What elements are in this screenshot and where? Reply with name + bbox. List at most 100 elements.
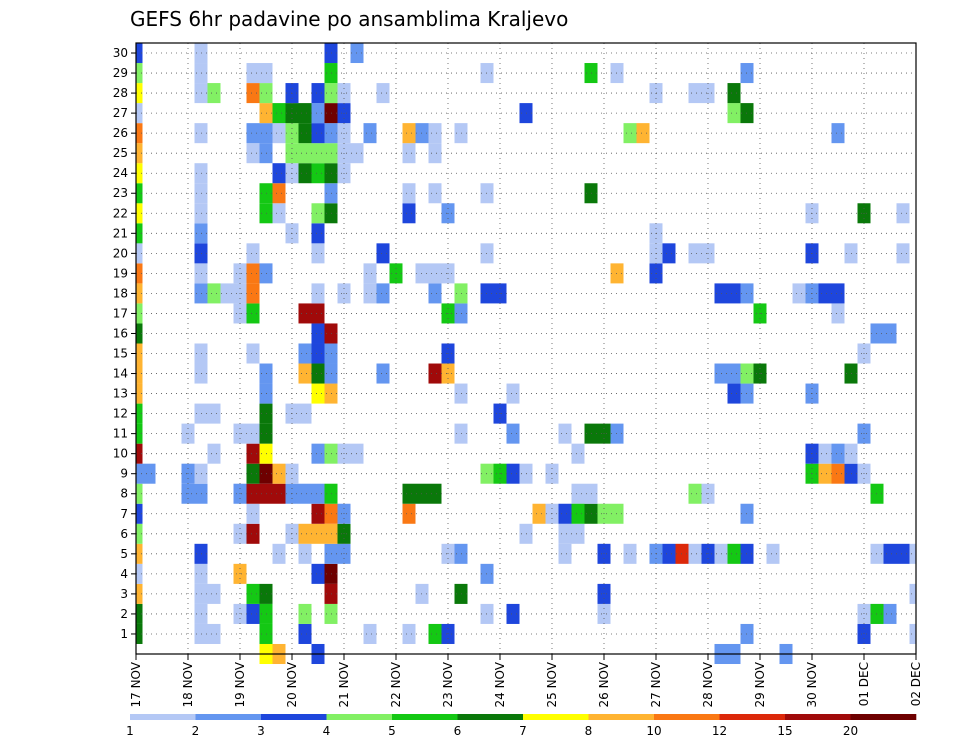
- x-tick-label: 25 NOV: [545, 661, 559, 707]
- precip-cell: [136, 163, 143, 184]
- precip-cell: [311, 103, 325, 124]
- precip-cell: [363, 123, 377, 144]
- y-tick-label: 23: [113, 186, 128, 200]
- precip-cell: [688, 543, 702, 564]
- x-tick-label: 23 NOV: [441, 661, 455, 707]
- precip-cell: [688, 83, 702, 104]
- precip-cell: [136, 223, 143, 244]
- precip-cell: [246, 83, 260, 104]
- precip-cell: [311, 283, 325, 304]
- y-tick-label: 25: [113, 146, 128, 160]
- y-tick-label: 6: [120, 527, 128, 541]
- precip-cell: [246, 583, 260, 604]
- precip-cell: [311, 483, 325, 504]
- colorbar-segment: [588, 714, 655, 720]
- x-tick-label: 27 NOV: [649, 661, 663, 707]
- colorbar-label: 1: [126, 724, 134, 738]
- precip-cell: [136, 43, 143, 64]
- precip-cell: [136, 503, 143, 524]
- precip-cell: [428, 623, 442, 644]
- precip-cell: [623, 123, 637, 144]
- precip-cell: [909, 543, 916, 564]
- colorbar-segment: [261, 714, 327, 720]
- colorbar-segment: [654, 714, 720, 720]
- colorbar-label: 4: [323, 724, 331, 738]
- precip-cell: [207, 283, 221, 304]
- precip-cell: [136, 183, 143, 204]
- precip-cell: [272, 183, 286, 204]
- precip-cell: [246, 263, 260, 284]
- precip-cell: [909, 623, 916, 644]
- precip-cell: [246, 463, 260, 484]
- precip-cell: [311, 123, 325, 144]
- precip-cell: [136, 303, 143, 324]
- precip-cell: [246, 603, 260, 624]
- precip-cell: [246, 143, 260, 164]
- precip-cell: [571, 443, 585, 464]
- precip-cell: [818, 443, 832, 464]
- precip-cell: [311, 243, 325, 264]
- precip-cell: [298, 603, 312, 624]
- colorbar-segment: [785, 714, 851, 720]
- precip-cell: [298, 303, 312, 324]
- precip-cell: [311, 383, 325, 404]
- precip-cell: [402, 183, 416, 204]
- precip-cell: [428, 283, 442, 304]
- x-tick-label: 18 NOV: [181, 661, 195, 707]
- precip-cell: [311, 563, 325, 584]
- precip-cell: [571, 503, 585, 524]
- precip-cell: [311, 203, 325, 224]
- y-tick-label: 10: [113, 447, 128, 461]
- precip-cell: [136, 383, 143, 404]
- x-tick-label: 29 NOV: [753, 661, 767, 707]
- precip-cell: [136, 123, 143, 144]
- precip-cell: [136, 443, 143, 464]
- precip-cell: [428, 123, 442, 144]
- precip-cell: [246, 503, 260, 524]
- y-tick-label: 28: [113, 86, 128, 100]
- precip-cell: [363, 283, 377, 304]
- colorbar-label: 2: [192, 724, 200, 738]
- colorbar-segment: [457, 714, 524, 720]
- precip-cell: [428, 483, 442, 504]
- colorbar-label: 12: [712, 724, 727, 738]
- precip-cell: [136, 563, 143, 584]
- y-tick-label: 12: [113, 407, 128, 421]
- y-tick-label: 3: [120, 587, 128, 601]
- precip-cell: [136, 203, 143, 224]
- precip-cell: [688, 243, 702, 264]
- y-tick-label: 14: [113, 367, 128, 381]
- precip-cell: [136, 523, 143, 544]
- precip-cell: [896, 543, 910, 564]
- x-tick-label: 26 NOV: [597, 661, 611, 707]
- colorbar-label: 5: [388, 724, 396, 738]
- precip-cell: [136, 143, 143, 164]
- x-tick-label: 20 NOV: [285, 661, 299, 707]
- precip-cell: [506, 423, 520, 444]
- precip-cell: [246, 123, 260, 144]
- y-tick-label: 17: [113, 306, 128, 320]
- precip-cell: [246, 483, 260, 504]
- x-tick-label: 24 NOV: [493, 661, 507, 707]
- precip-cell: [136, 323, 143, 344]
- colorbar-label: 8: [585, 724, 593, 738]
- precip-cell: [246, 423, 260, 444]
- y-tick-label: 26: [113, 126, 128, 140]
- precip-cell: [136, 343, 143, 364]
- y-tick-label: 27: [113, 106, 128, 120]
- precip-cell: [298, 623, 312, 644]
- colorbar-segment: [130, 714, 196, 720]
- precip-cell: [246, 63, 260, 84]
- precip-cell: [136, 363, 143, 384]
- y-tick-label: 9: [120, 467, 128, 481]
- precip-cell: [136, 623, 143, 644]
- y-tick-label: 19: [113, 266, 128, 280]
- precip-cell: [311, 163, 325, 184]
- precip-cell: [571, 483, 585, 504]
- x-tick-label: 22 NOV: [389, 661, 403, 707]
- precip-cell: [402, 623, 416, 644]
- precip-cell: [818, 283, 832, 304]
- y-tick-label: 24: [113, 166, 128, 180]
- x-tick-label: 01 DEC: [857, 662, 871, 706]
- precip-cell: [311, 83, 325, 104]
